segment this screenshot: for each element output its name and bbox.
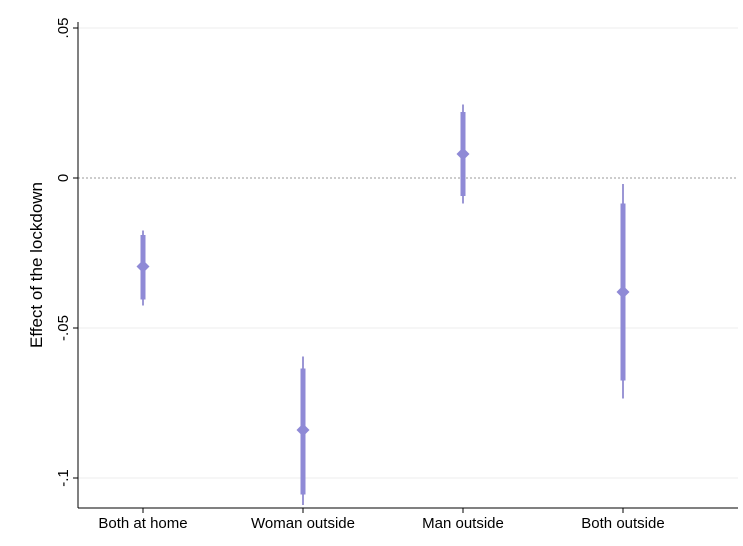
y-tick-label: .05 <box>55 18 72 39</box>
x-tick-label: Both outside <box>581 515 664 532</box>
y-axis-title: Effect of the lockdown <box>27 182 46 348</box>
estimate-group <box>296 356 310 505</box>
x-tick-label: Woman outside <box>251 515 355 532</box>
y-ticks: .05 0 -.05 -.1 <box>55 18 78 487</box>
y-tick-label: -.1 <box>55 469 72 487</box>
estimate-group <box>136 230 150 306</box>
x-tick-label: Man outside <box>422 515 504 532</box>
y-tick-label: -.05 <box>55 315 72 341</box>
point-estimate-marker <box>616 285 630 299</box>
axes <box>77 22 738 509</box>
point-estimate-marker <box>136 260 150 273</box>
point-estimate-marker <box>456 147 470 161</box>
estimates <box>136 104 630 505</box>
x-tick-label: Both at home <box>98 515 187 532</box>
gridlines <box>78 27 738 479</box>
point-estimate-marker <box>296 423 310 437</box>
estimate-group <box>616 184 630 399</box>
estimate-group <box>456 104 470 204</box>
y-tick-label: 0 <box>55 174 72 182</box>
x-ticks: Both at home Woman outside Man outside Both… <box>98 508 665 532</box>
